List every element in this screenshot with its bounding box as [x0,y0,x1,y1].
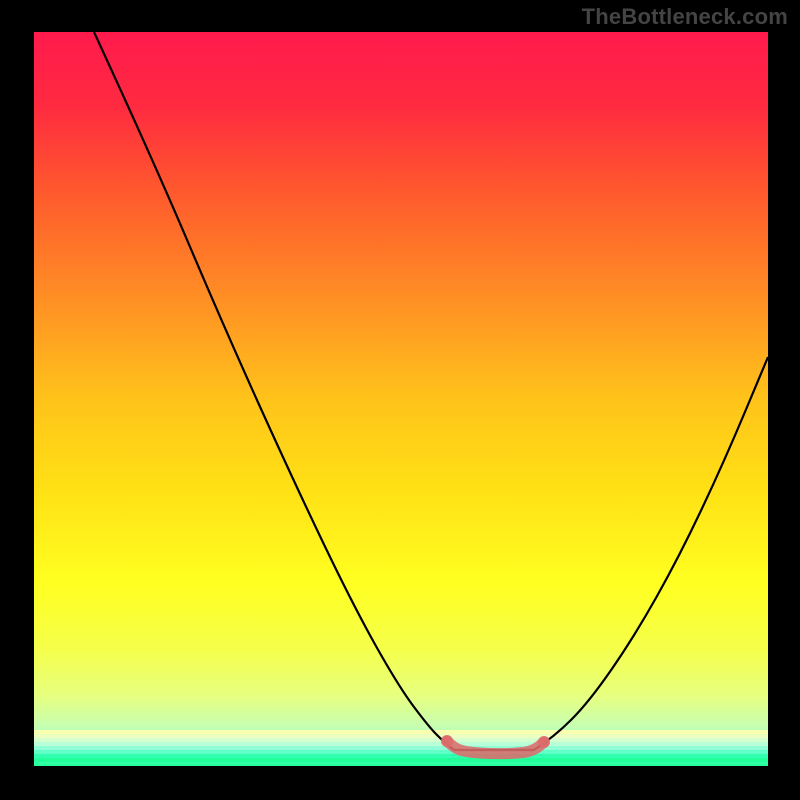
bottom-stripe [34,746,768,750]
bottom-stripe [34,730,768,734]
bottom-stripe [34,738,768,742]
chart-frame: TheBottleneck.com [0,0,800,800]
bottom-stripe [34,742,768,746]
bottom-stripe [34,758,768,762]
bottom-stripe [34,734,768,738]
overlay-dot-left [441,735,453,747]
plot-area [34,32,768,766]
overlay-dot-right [538,736,550,748]
bottom-stripe [34,754,768,758]
bottom-stripe [34,750,768,754]
watermark-text: TheBottleneck.com [582,4,788,30]
plot-svg [34,32,768,766]
